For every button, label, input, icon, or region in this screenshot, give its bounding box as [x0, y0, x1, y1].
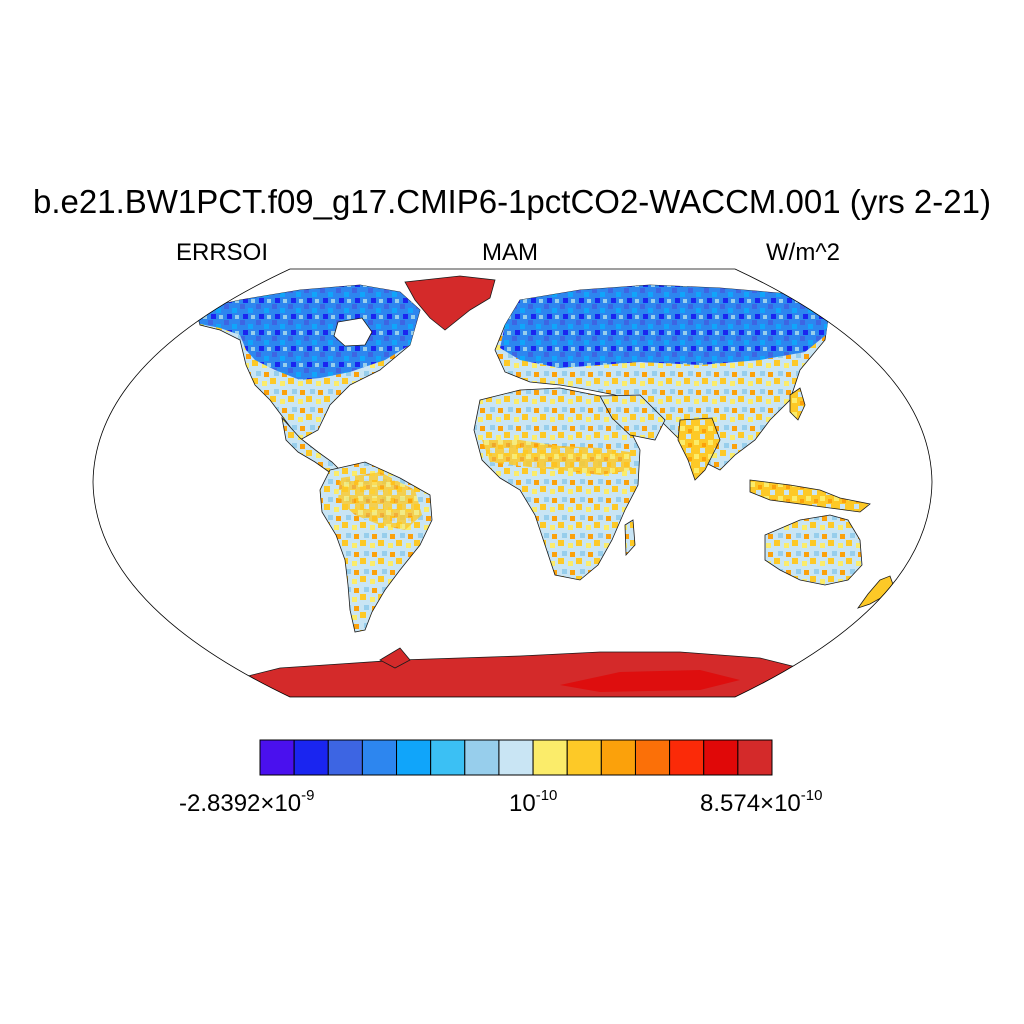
antarctica-core [560, 670, 740, 692]
madagascar [624, 519, 636, 557]
colorbar-cell [669, 739, 705, 776]
colorbar-cell [737, 739, 773, 776]
antarctica [208, 651, 831, 697]
units-label: W/m^2 [766, 239, 840, 266]
africa-sahel [482, 440, 632, 475]
colorbar-cell [703, 739, 739, 776]
land-field [195, 275, 896, 697]
colorbar-cell [634, 739, 671, 776]
greenland [404, 275, 496, 331]
colorbar-tick-max: 8.574×10-10 [700, 787, 823, 817]
arabia [599, 394, 666, 441]
colorbar-cell [566, 739, 602, 776]
colorbar-cell [430, 739, 466, 776]
colorbar-cell [464, 739, 500, 776]
colorbar-cell [259, 739, 295, 776]
japan [789, 387, 806, 421]
colorbar-cell [361, 739, 398, 776]
colorbar-tick-mid: 10-10 [509, 787, 558, 817]
se-asia-islands [749, 479, 871, 513]
north-america-cold [196, 285, 420, 380]
india [677, 417, 721, 481]
colorbar-cell [327, 739, 363, 776]
eurasia-cold [500, 285, 830, 368]
colorbar-cell [396, 739, 432, 776]
colorbar-tick-min: -2.8392×10-9 [179, 787, 315, 817]
figure-title: b.e21.BW1PCT.f09_g17.CMIP6-1pctCO2-WACCM… [33, 183, 991, 220]
colorbar-cell [293, 739, 329, 776]
australia [764, 514, 863, 586]
new-zealand [856, 575, 896, 609]
south-america-warm [338, 472, 422, 530]
map-boundary [92, 268, 933, 698]
antarctic-peninsula [379, 647, 411, 669]
colorbar-cell [498, 739, 534, 776]
hudson-bay [333, 317, 373, 347]
colorbar [259, 739, 773, 776]
variable-label: ERRSOI [176, 239, 269, 266]
colorbar-cell [532, 739, 568, 776]
colorbar-cell [600, 739, 636, 776]
season-label: MAM [482, 239, 538, 266]
